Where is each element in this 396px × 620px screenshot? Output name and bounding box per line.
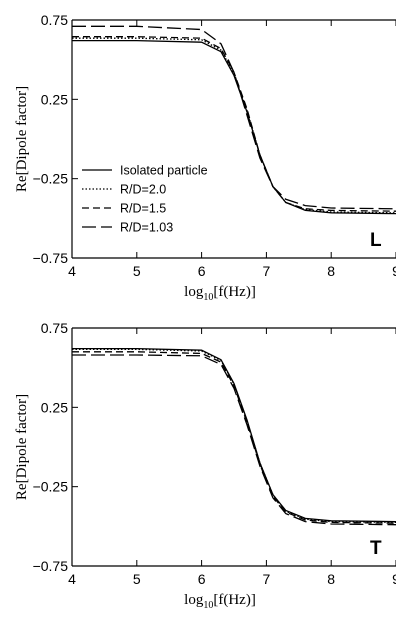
legend-label: R/D=1.03 <box>120 221 173 235</box>
y-tick-label: −0.25 <box>33 479 69 495</box>
x-tick-label: 8 <box>327 571 335 587</box>
legend-label: R/D=2.0 <box>120 183 166 197</box>
legend-label: Isolated particle <box>120 164 208 178</box>
x-tick-label: 4 <box>68 571 76 587</box>
legend-label: R/D=1.5 <box>120 202 166 216</box>
x-tick-label: 9 <box>392 263 396 279</box>
x-axis-label: log10[f(Hz)] <box>184 284 256 303</box>
chart-panel-l: 4 5 6 7 8 9 0.75 0.25 −0.25 −0.75 log10[f(Hz)] Re[D… <box>14 12 396 303</box>
series-line-dotted <box>72 37 396 214</box>
y-tick-label: 0.75 <box>41 12 68 28</box>
series-line-dotted <box>72 348 396 524</box>
x-tick-label: 9 <box>392 571 396 587</box>
y-tick-label: 0.25 <box>41 91 68 107</box>
panel-label: T <box>370 538 382 559</box>
x-tick-label: 4 <box>68 263 76 279</box>
panel-label: L <box>370 230 382 251</box>
y-tick-label: −0.75 <box>33 250 69 266</box>
series-line-dashed <box>72 351 396 524</box>
x-tick-label: 6 <box>198 263 206 279</box>
y-axis-label: Re[Dipole factor] <box>14 394 30 500</box>
y-tick-label: −0.75 <box>33 558 69 574</box>
y-tick-label: 0.75 <box>41 320 68 336</box>
series-line-longdash <box>72 25 396 210</box>
x-tick-label: 7 <box>263 263 271 279</box>
x-tick-label: 7 <box>263 571 271 587</box>
y-tick-label: −0.25 <box>33 171 69 187</box>
y-axis-label: Re[Dipole factor] <box>14 86 30 192</box>
x-tick-label: 5 <box>133 571 141 587</box>
y-tick-label: 0.25 <box>41 399 68 415</box>
series-line-solid <box>72 347 396 523</box>
series-line-dashed <box>72 36 396 212</box>
series-line-longdash <box>72 354 396 526</box>
x-tick-label: 6 <box>198 571 206 587</box>
chart-panel-t: 4 5 6 7 8 9 0.75 0.25 −0.25 −0.75 log10[f(Hz)] Re[D… <box>14 320 396 611</box>
x-tick-label: 8 <box>327 263 335 279</box>
x-tick-label: 5 <box>133 263 141 279</box>
x-axis-label: log10[f(Hz)] <box>184 592 256 611</box>
